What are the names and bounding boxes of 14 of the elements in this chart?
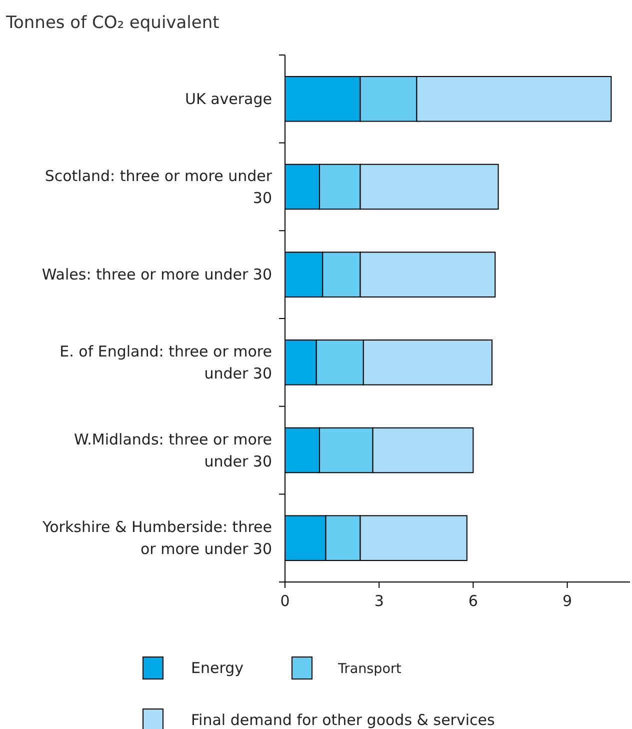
x-tick-label: 9 <box>562 592 572 610</box>
y-tick-label: Yorkshire & Humberside: three or more under 30 <box>41 518 272 558</box>
y-tick-label: Wales: three or more under 30 <box>42 266 272 284</box>
x-tick-label: 3 <box>374 592 384 610</box>
x-tick-label: 0 <box>280 592 290 610</box>
legend-label: Final demand for other goods & services <box>191 711 495 729</box>
legend-label: Energy <box>191 659 244 677</box>
x-tick-label: 6 <box>468 592 478 610</box>
legend-label: Transport <box>337 661 402 677</box>
y-tick-label: UK average <box>185 90 272 108</box>
text: Tonnes of CO₂ equivalent <box>5 13 220 33</box>
y-tick-label: W.Midlands: three or more under 30 <box>74 430 272 470</box>
y-tick-label: Scotland: three or more under 30 <box>44 166 273 207</box>
y-tick-label: E. of England: three or more under 30 <box>60 342 272 382</box>
